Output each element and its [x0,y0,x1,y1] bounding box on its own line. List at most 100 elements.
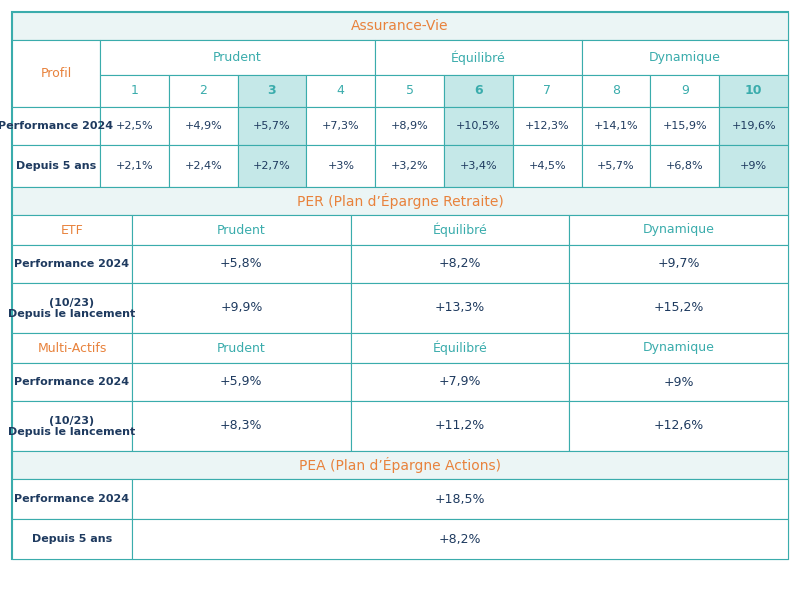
Text: +8,2%: +8,2% [438,257,482,271]
Text: Depuis 5 ans: Depuis 5 ans [32,534,112,544]
Text: 9: 9 [681,85,689,97]
Bar [350,245,570,283]
Bar [444,75,513,107]
Bar [238,75,306,107]
Bar [650,145,719,187]
Text: 2: 2 [199,85,207,97]
Bar [12,363,132,401]
Text: +6,8%: +6,8% [666,161,704,171]
Text: (10/23): (10/23) [50,416,94,426]
Bar [350,215,570,245]
Text: (10/23): (10/23) [50,298,94,308]
Bar [132,363,350,401]
Text: +4,9%: +4,9% [184,121,222,131]
Bar [12,283,132,333]
Text: Prudent: Prudent [217,223,266,236]
Bar [238,107,306,145]
Bar [12,187,788,215]
Bar [444,107,513,145]
Bar [513,145,582,187]
Text: PEA (Plan d’Épargne Actions): PEA (Plan d’Épargne Actions) [299,457,501,473]
Bar [570,215,788,245]
Text: +14,1%: +14,1% [594,121,638,131]
Text: Profil: Profil [40,67,72,80]
Bar [132,245,350,283]
Text: +2,7%: +2,7% [253,161,291,171]
Text: Assurance-Vie: Assurance-Vie [351,19,449,33]
Text: 10: 10 [745,85,762,97]
Text: +12,3%: +12,3% [525,121,570,131]
Bar [100,75,169,107]
Bar [12,245,132,283]
Text: +4,5%: +4,5% [528,161,566,171]
Bar [306,107,375,145]
Text: +15,2%: +15,2% [654,301,704,314]
Text: +2,1%: +2,1% [115,161,154,171]
Bar [582,40,788,75]
Text: +3,2%: +3,2% [390,161,429,171]
Bar [132,401,350,451]
Bar [12,401,132,451]
Bar [100,107,169,145]
Text: Depuis le lancement: Depuis le lancement [8,427,136,437]
Bar [306,145,375,187]
Text: +9%: +9% [663,376,694,389]
Bar [169,145,238,187]
Bar [12,145,100,187]
Bar [12,40,100,107]
Text: +5,9%: +5,9% [220,376,262,389]
Bar [169,75,238,107]
Text: +3%: +3% [327,161,354,171]
Bar [12,519,132,559]
Bar [719,75,788,107]
Bar [100,40,375,75]
Text: +5,7%: +5,7% [253,121,291,131]
Bar [513,107,582,145]
Text: +10,5%: +10,5% [456,121,501,131]
Text: +5,7%: +5,7% [597,161,635,171]
Bar [582,107,650,145]
Bar [132,519,788,559]
Text: 8: 8 [612,85,620,97]
Bar [350,363,570,401]
Bar [570,245,788,283]
Text: Performance 2024: Performance 2024 [0,121,114,131]
Bar [719,107,788,145]
Text: Dynamique: Dynamique [642,223,714,236]
Bar [306,75,375,107]
Text: Prudent: Prudent [214,51,262,64]
Text: +15,9%: +15,9% [662,121,707,131]
Bar [132,333,350,363]
Text: +8,9%: +8,9% [390,121,429,131]
Bar [375,75,444,107]
Text: PER (Plan d’Épargne Retraite): PER (Plan d’Épargne Retraite) [297,193,503,209]
Text: +3,4%: +3,4% [459,161,498,171]
Bar [650,75,719,107]
Text: Équilibré: Équilibré [433,341,487,355]
Bar [513,75,582,107]
Bar [350,283,570,333]
Text: +5,8%: +5,8% [220,257,262,271]
Text: +11,2%: +11,2% [435,419,485,433]
Bar [582,75,650,107]
Bar [570,333,788,363]
Text: +7,3%: +7,3% [322,121,360,131]
Text: +9%: +9% [740,161,767,171]
Text: +13,3%: +13,3% [435,301,485,314]
Text: Depuis le lancement: Depuis le lancement [8,309,136,319]
Text: Équilibré: Équilibré [451,50,506,65]
Text: 7: 7 [543,85,551,97]
Text: +8,3%: +8,3% [220,419,262,433]
Text: Équilibré: Équilibré [433,223,487,237]
Bar [12,215,132,245]
Bar [132,479,788,519]
Bar [570,401,788,451]
Bar [132,215,350,245]
Text: Performance 2024: Performance 2024 [14,494,130,504]
Text: +2,5%: +2,5% [115,121,154,131]
Bar [582,145,650,187]
Bar [12,333,132,363]
Bar [719,145,788,187]
Text: +12,6%: +12,6% [654,419,704,433]
Bar [650,107,719,145]
